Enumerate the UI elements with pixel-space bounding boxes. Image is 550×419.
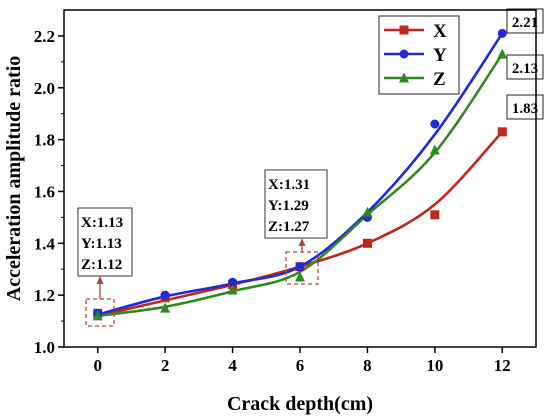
annotation-line: Y:1.13	[81, 236, 122, 252]
data-point-x	[497, 127, 507, 137]
data-point-x	[362, 238, 372, 248]
annotation-line: X:1.13	[81, 215, 123, 231]
data-point-y	[430, 119, 440, 129]
data-point-y	[295, 262, 305, 272]
data-point-z	[227, 284, 238, 295]
data-point-y	[497, 28, 507, 38]
data-point-z	[92, 310, 103, 321]
y-tick-label: 1.4	[34, 234, 56, 253]
y-axis-label: Acceleration amplitude ratio	[3, 56, 25, 302]
x-tick-label: 0	[93, 356, 102, 375]
data-point-z	[160, 302, 171, 313]
data-point-z	[429, 144, 440, 155]
end-label-value: 2.21	[512, 15, 538, 31]
data-point-z	[362, 206, 373, 217]
annotation-line: Z:1.12	[81, 257, 122, 273]
data-markers	[92, 28, 508, 321]
legend: XYZ	[378, 15, 460, 95]
annotation-arrow-head	[96, 276, 104, 284]
end-value-labels: 2.21 2.13 1.83	[506, 8, 544, 120]
legend-marker-y	[399, 49, 409, 59]
callout-annotations: X:1.13 Y:1.13 Z:1.12 X:1.31 Y:1.29 Z:1.27	[77, 169, 328, 327]
legend-label-y: Y	[433, 45, 447, 66]
annotation-arrow-head	[298, 238, 306, 246]
annotation-box	[264, 169, 328, 239]
annotation-line: X:1.31	[268, 177, 310, 193]
legend-marker-z	[399, 72, 409, 83]
x-axis-ticks: 0 2 4 6 8 10 12	[93, 347, 511, 375]
x-tick-label: 10	[426, 356, 443, 375]
legend-marker-x	[399, 25, 409, 35]
x-tick-label: 4	[228, 356, 237, 375]
end-label-box	[506, 94, 544, 120]
legend-label-x: X	[433, 21, 447, 42]
y-tick-label: 1.2	[34, 286, 55, 305]
y-tick-label: 1.0	[34, 338, 55, 357]
data-point-x	[430, 210, 440, 220]
annotation-box	[77, 207, 133, 277]
legend-label-z: Z	[433, 69, 446, 90]
x-tick-label: 2	[161, 356, 170, 375]
y-tick-label: 1.8	[34, 131, 55, 150]
annotation-line: Z:1.27	[268, 219, 310, 235]
y-tick-label: 2.2	[34, 27, 55, 46]
data-point-y	[228, 277, 238, 287]
x-tick-label: 12	[494, 356, 511, 375]
data-point-z	[497, 48, 508, 59]
y-tick-label: 1.6	[34, 182, 55, 201]
x-axis-label: Crack depth(cm)	[227, 393, 373, 415]
annotation-line: Y:1.29	[268, 198, 309, 214]
end-label-value: 1.83	[512, 101, 538, 117]
y-tick-label: 2.0	[34, 79, 55, 98]
end-label-box	[506, 8, 544, 34]
data-point-z	[295, 271, 305, 282]
end-label-value: 2.13	[512, 61, 538, 77]
data-point-y	[160, 290, 170, 300]
x-tick-label: 8	[363, 356, 372, 375]
end-label-box	[506, 54, 544, 80]
y-axis-ticks: 1.0 1.2 1.4 1.6 1.8 2.0 2.2	[34, 27, 64, 357]
x-tick-label: 6	[296, 356, 305, 375]
